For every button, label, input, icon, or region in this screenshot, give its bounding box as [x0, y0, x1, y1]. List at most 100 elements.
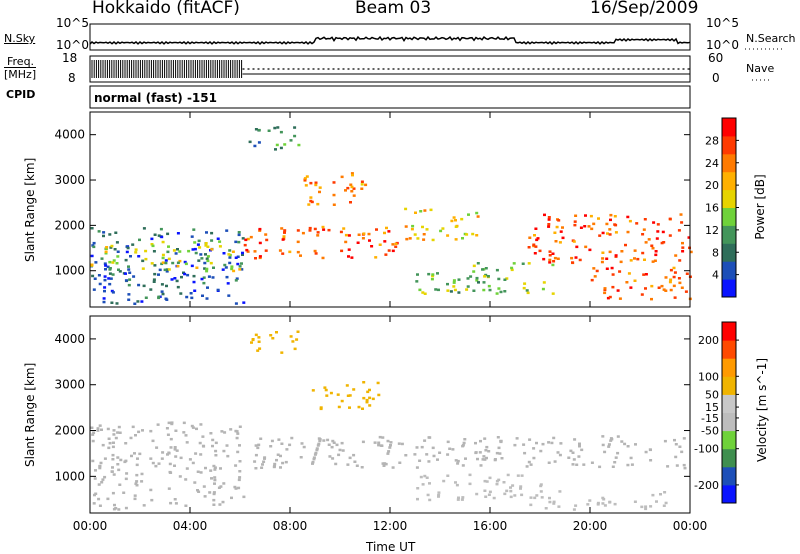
- data-cell: [574, 214, 578, 217]
- data-cell: [485, 480, 489, 483]
- data-cell: [178, 259, 182, 263]
- data-cell: [236, 432, 240, 435]
- data-cell: [296, 250, 300, 254]
- data-cell: [163, 268, 167, 272]
- data-cell: [236, 450, 240, 454]
- data-cell: [408, 237, 412, 240]
- data-cell: [542, 281, 546, 284]
- data-cell: [98, 504, 102, 507]
- data-cell: [446, 282, 449, 286]
- data-cell: [237, 240, 241, 244]
- data-cell: [205, 297, 209, 300]
- data-cell: [362, 396, 366, 400]
- data-cell: [533, 234, 536, 237]
- data-cell: [661, 230, 665, 234]
- data-cell: [238, 460, 242, 463]
- data-cell: [532, 447, 536, 450]
- data-cell: [381, 462, 385, 465]
- data-cell: [91, 459, 95, 463]
- colorbar-tick-label: 24: [705, 157, 719, 170]
- data-cell: [141, 429, 144, 432]
- colorbar-tick-label: 8: [712, 246, 719, 259]
- data-cell: [118, 270, 122, 273]
- data-cell: [351, 173, 354, 177]
- data-cell: [680, 286, 684, 289]
- data-cell: [611, 465, 615, 468]
- data-cell: [601, 251, 605, 254]
- data-cell: [254, 333, 258, 337]
- data-cell: [419, 210, 423, 213]
- data-cell: [421, 291, 425, 294]
- data-cell: [161, 261, 165, 264]
- data-cell: [232, 269, 236, 273]
- data-cell: [535, 441, 538, 445]
- data-cell: [109, 277, 113, 280]
- data-cell: [486, 275, 490, 278]
- data-cell: [485, 456, 488, 460]
- data-cell: [567, 456, 571, 459]
- data-cell: [127, 283, 131, 287]
- data-cell: [416, 237, 420, 240]
- colorbar-cell: [722, 118, 736, 137]
- data-cell: [191, 426, 195, 429]
- data-cell: [382, 464, 386, 467]
- data-cell: [620, 440, 624, 443]
- data-cell: [173, 464, 176, 467]
- data-cell: [368, 404, 372, 407]
- data-cell: [104, 250, 108, 253]
- data-cell: [379, 444, 383, 447]
- data-cell: [197, 259, 201, 262]
- data-cell: [173, 498, 177, 501]
- data-cell: [108, 267, 112, 270]
- data-cell: [202, 276, 206, 279]
- data-cell: [192, 228, 196, 231]
- data-cell: [135, 480, 139, 483]
- data-cell: [659, 493, 662, 496]
- data-cell: [662, 504, 666, 507]
- data-cell: [118, 483, 122, 486]
- data-cell: [243, 243, 247, 247]
- data-cell: [474, 451, 478, 455]
- data-cell: [212, 266, 215, 269]
- data-cell: [112, 433, 116, 436]
- data-cell: [650, 244, 654, 247]
- data-cell: [551, 252, 555, 255]
- data-cell: [452, 279, 456, 282]
- data-cell: [391, 466, 395, 469]
- data-cell: [454, 238, 458, 241]
- data-cell: [449, 290, 453, 293]
- data-cell: [194, 251, 198, 255]
- data-cell: [394, 245, 398, 248]
- data-cell: [383, 231, 386, 235]
- data-cell: [182, 431, 186, 434]
- data-cell: [226, 282, 230, 285]
- data-cell: [454, 225, 458, 228]
- data-cell: [529, 503, 533, 507]
- data-cell: [134, 434, 137, 437]
- data-cell: [160, 235, 164, 239]
- data-cell: [374, 256, 378, 259]
- data-cell: [319, 407, 323, 411]
- data-cell: [161, 292, 165, 296]
- data-cell: [534, 227, 538, 230]
- data-cell: [126, 246, 130, 250]
- freq-unit-label: [MHz]: [4, 67, 37, 81]
- data-cell: [327, 228, 331, 232]
- data-cell: [170, 278, 174, 281]
- data-cell: [314, 183, 318, 187]
- data-cell: [279, 466, 282, 469]
- data-cell: [227, 253, 231, 256]
- data-cell: [152, 250, 156, 253]
- data-cell: [151, 244, 155, 248]
- data-cell: [141, 259, 145, 263]
- data-cell: [525, 289, 529, 292]
- data-cell: [280, 227, 284, 230]
- data-cell: [630, 463, 634, 466]
- data-cell: [314, 252, 318, 255]
- data-cell: [404, 225, 408, 228]
- data-cell: [427, 272, 431, 276]
- data-cell: [282, 235, 286, 238]
- y-tick-label: 1000: [54, 469, 85, 483]
- data-cell: [542, 257, 546, 261]
- data-cell: [650, 284, 654, 288]
